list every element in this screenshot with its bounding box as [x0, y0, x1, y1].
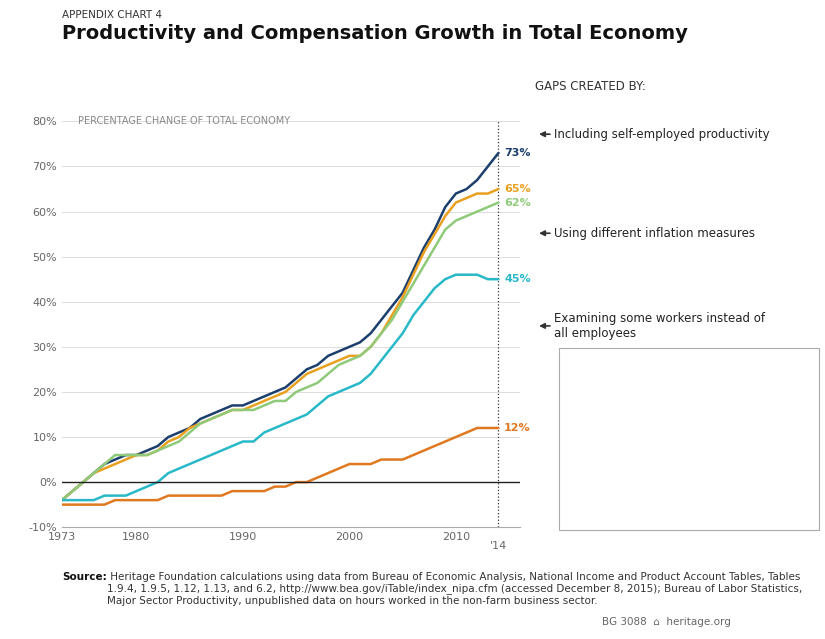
Text: Net hourly productivity: Net hourly productivity	[603, 373, 724, 383]
Text: Including self-employed productivity: Including self-employed productivity	[554, 128, 770, 141]
Text: 65%: 65%	[504, 184, 530, 194]
Text: Using different inflation measures: Using different inflation measures	[554, 227, 756, 240]
Text: '14: '14	[490, 541, 507, 551]
Text: Net hourly productivity, excluding
self-employment income: Net hourly productivity, excluding self-…	[603, 401, 780, 422]
Text: BG 3088  ⌂  heritage.org: BG 3088 ⌂ heritage.org	[602, 617, 731, 627]
Text: Avg. hourly compensation,
all employees (CPI): Avg. hourly compensation, all employees …	[603, 467, 742, 489]
Text: 62%: 62%	[504, 197, 530, 208]
Text: 45%: 45%	[504, 274, 530, 284]
Text: APPENDIX CHART 4: APPENDIX CHART 4	[62, 10, 162, 20]
Text: Source:: Source:	[62, 572, 106, 582]
Text: 73%: 73%	[504, 148, 530, 158]
Text: PERCENTAGE CHANGE OF TOTAL ECONOMY: PERCENTAGE CHANGE OF TOTAL ECONOMY	[78, 116, 290, 127]
Text: GAPS CREATED BY:: GAPS CREATED BY:	[535, 80, 645, 93]
Text: Productivity and Compensation Growth in Total Economy: Productivity and Compensation Growth in …	[62, 24, 688, 43]
Text: Heritage Foundation calculations using data from Bureau of Economic Analysis, Na: Heritage Foundation calculations using d…	[107, 572, 803, 606]
Text: 12%: 12%	[504, 423, 530, 433]
Text: Avg. hourly compensation,
production and non-supervisory
employees (CPI): Avg. hourly compensation, production and…	[603, 495, 770, 528]
Text: Avg. hourly compensation,
all employees (IPD): Avg. hourly compensation, all employees …	[603, 434, 742, 456]
Text: Examining some workers instead of
all employees: Examining some workers instead of all em…	[554, 312, 766, 340]
